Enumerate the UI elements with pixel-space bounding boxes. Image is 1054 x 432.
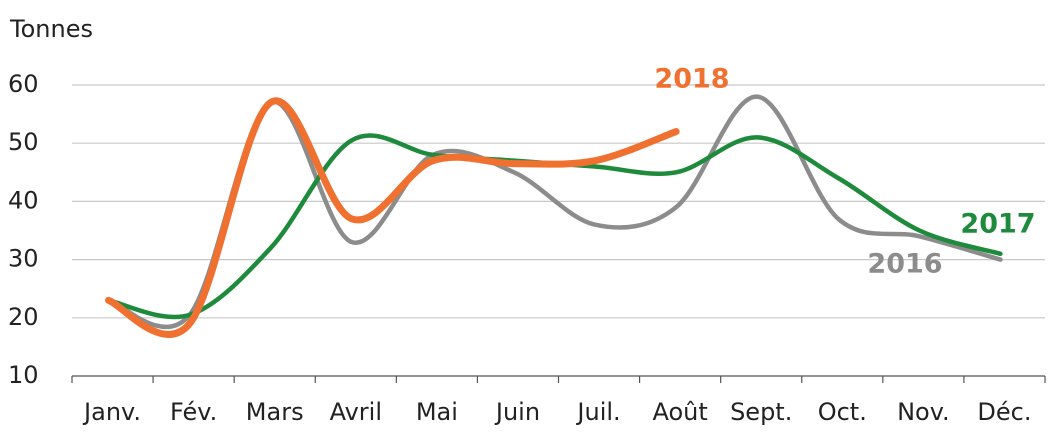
x-tick-label: Nov. — [897, 398, 950, 426]
y-tick-label: 30 — [8, 245, 39, 273]
x-tick-label: Mai — [416, 398, 458, 426]
x-tick-label: Sept. — [730, 398, 792, 426]
series-line — [106, 94, 1003, 330]
x-tick-label: Juin — [494, 398, 540, 426]
x-tick-label: Août — [652, 398, 707, 426]
series-label: 2017 — [960, 209, 1035, 240]
series-label: 2016 — [867, 249, 942, 280]
x-tick-label: Juil. — [575, 398, 620, 426]
y-tick-label: 20 — [8, 303, 39, 331]
x-tick-label: Oct. — [818, 398, 867, 426]
x-tick-label: Mars — [246, 398, 304, 426]
x-tick-label: Fév. — [170, 398, 217, 426]
series-label: 2018 — [654, 64, 729, 95]
y-tick-label: 50 — [8, 128, 39, 156]
series-line — [105, 97, 680, 338]
x-tick-label: Avril — [330, 398, 382, 426]
y-tick-label: 10 — [8, 361, 39, 389]
y-tick-label: 60 — [8, 70, 39, 98]
x-tick-label: Déc. — [977, 398, 1031, 426]
x-tick-label: Janv. — [82, 398, 141, 426]
y-axis-label: Tonnes — [9, 15, 93, 43]
y-tick-label: 40 — [8, 186, 39, 214]
